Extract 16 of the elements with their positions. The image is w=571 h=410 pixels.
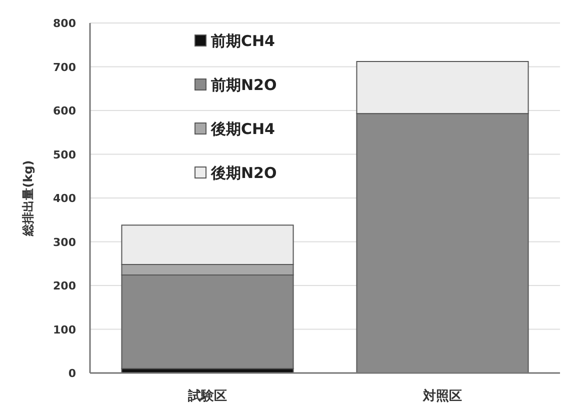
- legend-label: 前期N2O: [210, 76, 277, 94]
- y-tick-label: 300: [53, 236, 76, 249]
- x-tick-label: 対照区: [422, 388, 462, 404]
- legend-label: 前期CH4: [210, 32, 275, 50]
- y-axis-title: 総排出量(kg): [21, 160, 35, 237]
- y-tick-label: 700: [53, 60, 76, 74]
- legend-label: 後期CH4: [210, 120, 275, 138]
- y-tick-label: 600: [53, 104, 76, 118]
- y-tick-label: 0: [68, 367, 76, 380]
- legend-label: 後期N2O: [210, 164, 277, 182]
- y-tick-label: 500: [53, 148, 76, 162]
- x-tick-label: 試験区: [187, 388, 227, 404]
- y-tick-label: 800: [53, 17, 76, 30]
- y-tick-label: 100: [53, 323, 76, 336]
- y-tick-label: 400: [53, 192, 76, 205]
- y-tick-label: 200: [53, 280, 76, 292]
